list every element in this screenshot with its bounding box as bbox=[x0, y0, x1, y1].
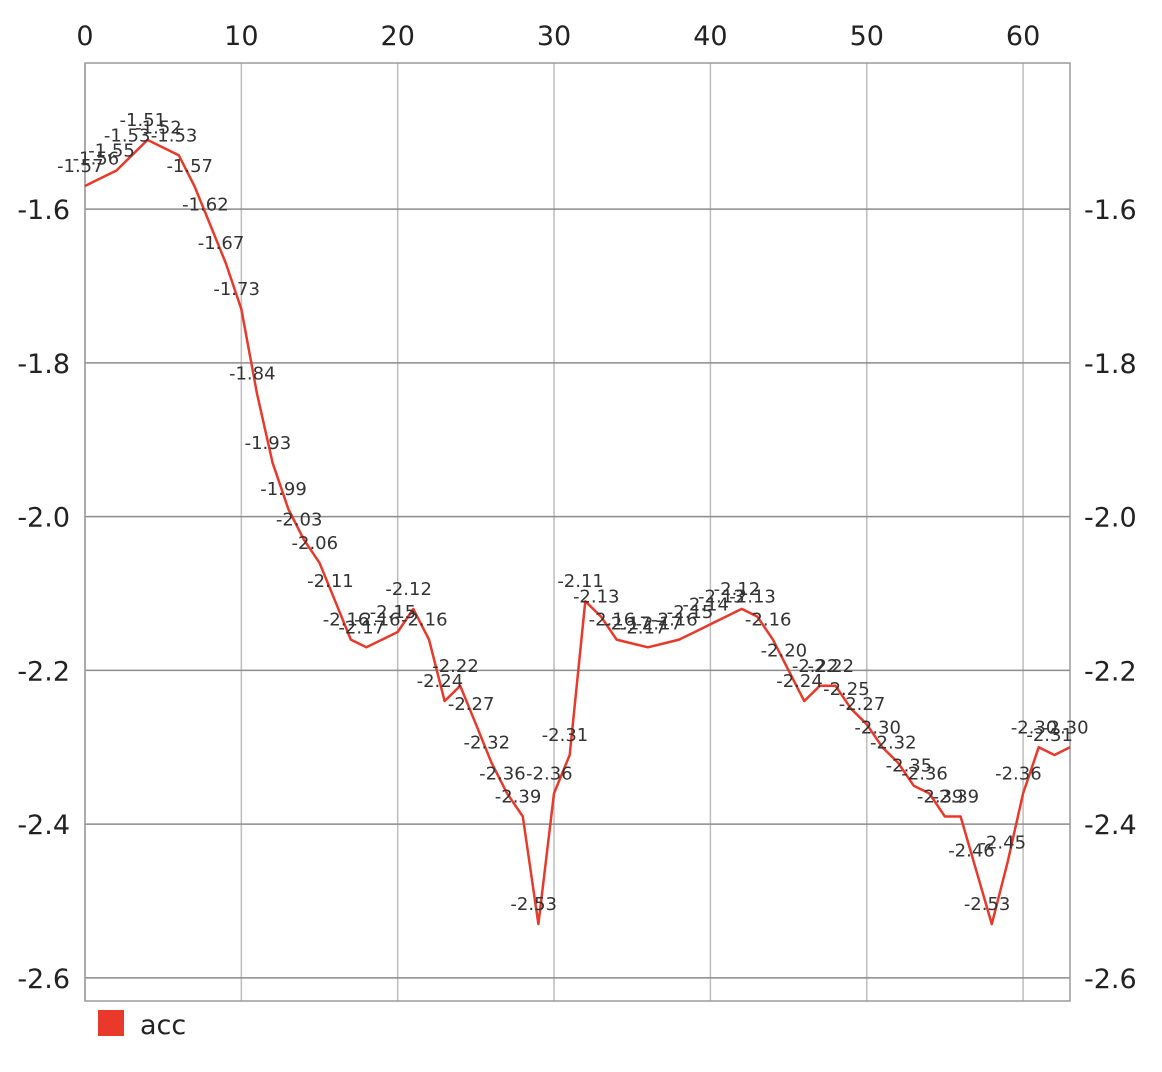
data-label: -1.73 bbox=[213, 279, 260, 300]
data-label: -2.27 bbox=[448, 694, 495, 715]
y-axis-right: -1.6 -1.8 -2.0 -2.2 -2.4 -2.6 bbox=[1084, 195, 1137, 995]
data-label: -2.30 bbox=[854, 717, 901, 738]
data-label: -1.93 bbox=[245, 433, 292, 454]
data-label: -1.56 bbox=[73, 148, 120, 169]
data-label: -2.36 bbox=[995, 763, 1042, 784]
data-label: -2.20 bbox=[761, 640, 808, 661]
data-label: -2.16 bbox=[651, 610, 698, 631]
data-label: -2.45 bbox=[979, 833, 1026, 854]
series-line-acc bbox=[84, 138, 1071, 926]
y-tick-label-left: -1.6 bbox=[17, 195, 70, 226]
data-labels: -1.57-1.56-1.55-1.53-1.51-1.52-1.53-1.57… bbox=[57, 110, 1089, 915]
data-label: -2.12 bbox=[714, 579, 761, 600]
data-label: -2.39 bbox=[933, 786, 980, 807]
data-label: -2.22 bbox=[807, 656, 854, 677]
data-label: -2.16 bbox=[745, 610, 792, 631]
data-label: -2.53 bbox=[510, 894, 557, 915]
y-tick-label-right: -1.6 bbox=[1084, 195, 1137, 226]
data-label: -2.17 bbox=[635, 613, 682, 634]
data-label: -2.16 bbox=[589, 610, 636, 631]
y-tick-label-right: -2.6 bbox=[1084, 964, 1137, 995]
data-label: -2.22 bbox=[432, 656, 479, 677]
y-tick-label-left: -1.8 bbox=[17, 349, 70, 380]
data-label: -1.57 bbox=[57, 156, 104, 177]
data-label: -2.17 bbox=[338, 617, 385, 638]
data-label: -2.03 bbox=[276, 510, 323, 531]
data-label: -2.15 bbox=[370, 602, 417, 623]
x-tick-label: 60 bbox=[1006, 21, 1040, 52]
data-label: -1.62 bbox=[182, 194, 229, 215]
data-label: -1.57 bbox=[166, 156, 213, 177]
data-label: -2.31 bbox=[542, 725, 589, 746]
y-axis-left: -1.6 -1.8 -2.0 -2.2 -2.4 -2.6 bbox=[17, 195, 70, 995]
data-label: -2.13 bbox=[573, 587, 620, 608]
data-label: -2.32 bbox=[870, 733, 917, 754]
x-tick-label: 50 bbox=[850, 21, 884, 52]
legend-swatch-acc bbox=[98, 1010, 124, 1036]
data-label: -2.39 bbox=[917, 786, 964, 807]
data-label: -1.99 bbox=[260, 479, 307, 500]
data-label: -2.36 bbox=[526, 763, 573, 784]
y-tick-label-left: -2.0 bbox=[17, 503, 70, 534]
data-label: -2.16 bbox=[401, 610, 448, 631]
y-tick-label-left: -2.4 bbox=[17, 810, 70, 841]
data-label: -2.36 bbox=[479, 763, 526, 784]
data-label: -2.24 bbox=[417, 671, 464, 692]
data-label: -2.16 bbox=[323, 610, 370, 631]
data-label: -2.11 bbox=[557, 571, 604, 592]
data-label: -2.11 bbox=[307, 571, 354, 592]
data-label: -2.14 bbox=[682, 594, 729, 615]
data-label: -2.25 bbox=[823, 679, 870, 700]
x-tick-label: 0 bbox=[76, 21, 93, 52]
grid bbox=[84, 63, 1070, 1001]
y-tick-label-right: -2.0 bbox=[1084, 503, 1137, 534]
data-label: -1.55 bbox=[88, 141, 135, 162]
data-label: -2.46 bbox=[948, 840, 995, 861]
data-label: -2.17 bbox=[604, 613, 651, 634]
y-tick-label-right: -1.8 bbox=[1084, 349, 1137, 380]
data-label: -2.24 bbox=[776, 671, 823, 692]
y-tick-label-right: -2.4 bbox=[1084, 810, 1137, 841]
data-label: -1.53 bbox=[104, 125, 151, 146]
data-label: -2.36 bbox=[901, 763, 948, 784]
series-acc bbox=[84, 138, 1071, 926]
x-axis-top: 0 10 20 30 40 50 60 bbox=[76, 21, 1040, 52]
data-label: -2.39 bbox=[495, 786, 542, 807]
data-label: -2.12 bbox=[385, 579, 432, 600]
data-label: -2.13 bbox=[729, 587, 776, 608]
y-tick-label-left: -2.6 bbox=[17, 964, 70, 995]
x-tick-label: 30 bbox=[537, 21, 571, 52]
y-tick-label-right: -2.2 bbox=[1084, 656, 1137, 687]
plot-frame bbox=[84, 62, 1071, 1002]
data-label: -2.17 bbox=[620, 617, 667, 638]
data-label: -2.30 bbox=[1011, 717, 1058, 738]
x-tick-label: 40 bbox=[693, 21, 727, 52]
data-label: -2.06 bbox=[292, 533, 339, 554]
data-label: -2.31 bbox=[1026, 725, 1073, 746]
y-tick-label-left: -2.2 bbox=[17, 656, 70, 687]
data-label: -1.52 bbox=[135, 118, 182, 139]
x-tick-label: 20 bbox=[381, 21, 415, 52]
data-label: -2.13 bbox=[698, 587, 745, 608]
data-label: -1.84 bbox=[229, 364, 276, 385]
legend[interactable]: acc bbox=[98, 1010, 186, 1041]
data-label: -2.30 bbox=[1042, 717, 1089, 738]
data-label: -1.67 bbox=[198, 233, 245, 254]
data-label: -2.32 bbox=[464, 733, 511, 754]
legend-label-acc: acc bbox=[140, 1010, 186, 1041]
data-label: -2.22 bbox=[792, 656, 839, 677]
data-label: -2.27 bbox=[839, 694, 886, 715]
data-label: -1.51 bbox=[120, 110, 167, 131]
data-label: -1.53 bbox=[151, 125, 198, 146]
data-label: -2.15 bbox=[667, 602, 714, 623]
data-label: -2.16 bbox=[354, 610, 401, 631]
data-label: -2.53 bbox=[964, 894, 1011, 915]
x-tick-label: 10 bbox=[224, 21, 258, 52]
data-label: -2.35 bbox=[886, 756, 933, 777]
